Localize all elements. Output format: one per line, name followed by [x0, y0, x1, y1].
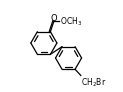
Text: CH$_2$Br: CH$_2$Br [81, 76, 106, 89]
Text: OCH$_3$: OCH$_3$ [60, 15, 82, 28]
Text: O: O [50, 14, 57, 23]
